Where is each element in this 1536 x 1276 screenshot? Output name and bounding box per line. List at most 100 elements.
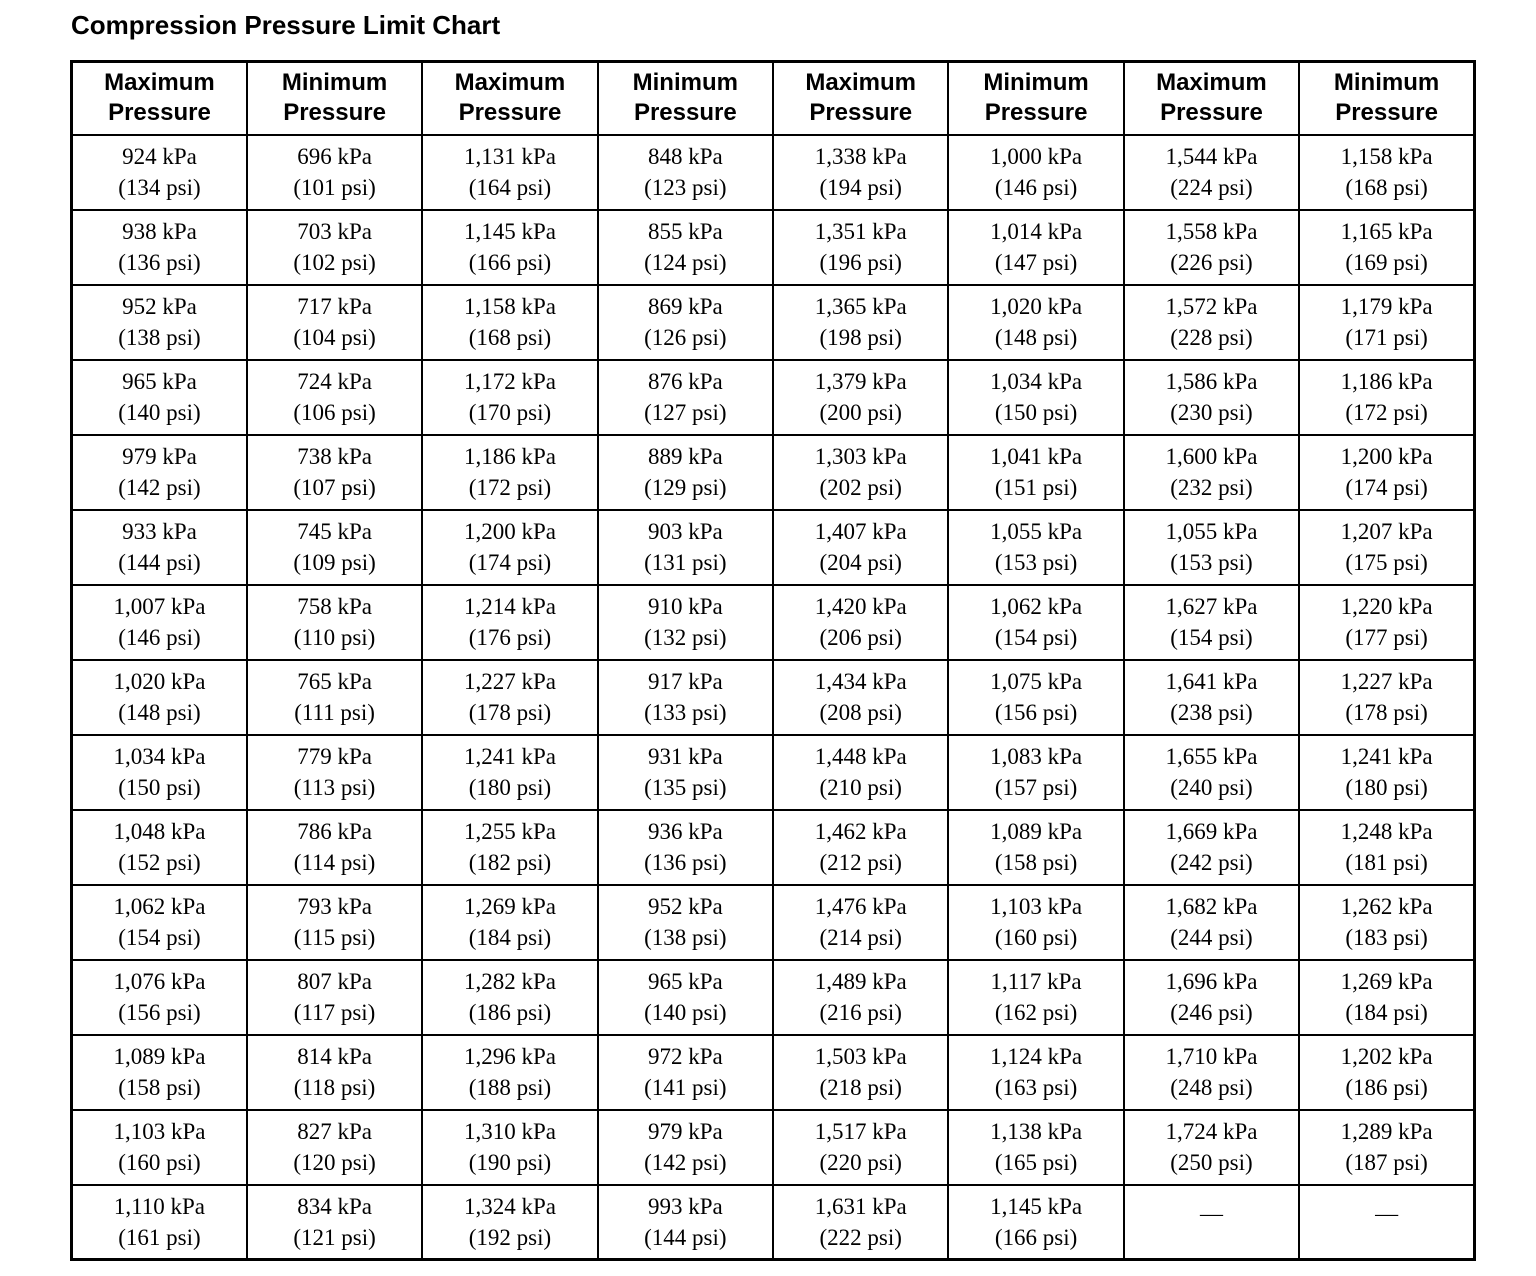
pressure-cell: 1,682 kPa (244 psi): [1122, 883, 1301, 961]
pressure-cell: 855 kPa (124 psi): [596, 208, 775, 286]
pressure-cell: —: [1298, 1183, 1476, 1261]
pressure-cell: 738 kPa (107 psi): [245, 433, 424, 511]
pressure-cell: 1,489 kPa (216 psi): [771, 958, 950, 1036]
pressure-cell: 1,202 kPa (186 psi): [1298, 1033, 1476, 1111]
pressure-cell: 1,034 kPa (150 psi): [947, 358, 1125, 436]
pressure-cell: 1,407 kPa (204 psi): [771, 508, 950, 586]
table-row: 933 kPa (144 psi) 745 kPa (109 psi) 1,200 …: [70, 508, 1476, 586]
pressure-cell: 1,124 kPa (163 psi): [947, 1033, 1125, 1111]
pressure-cell: 1,365 kPa (198 psi): [771, 283, 950, 361]
table-row: 1,048 kPa (152 psi) 786 kPa (114 psi) 1,25…: [70, 808, 1476, 886]
pressure-cell: 876 kPa (127 psi): [596, 358, 775, 436]
pressure-cell: 1,165 kPa (169 psi): [1298, 208, 1476, 286]
pressure-cell: 1,627 kPa (154 psi): [1122, 583, 1301, 661]
pressure-cell: 1,020 kPa (148 psi): [70, 658, 248, 736]
pressure-cell: 1,034 kPa (150 psi): [70, 733, 248, 811]
pressure-cell: 1,600 kPa (232 psi): [1122, 433, 1301, 511]
pressure-cell: 889 kPa (129 psi): [596, 433, 775, 511]
pressure-cell: 979 kPa (142 psi): [596, 1108, 775, 1186]
pressure-cell: 696 kPa (101 psi): [245, 133, 424, 211]
pressure-cell: 1,007 kPa (146 psi): [70, 583, 248, 661]
pressure-cell: 1,207 kPa (175 psi): [1298, 508, 1476, 586]
pressure-cell: 1,145 kPa (166 psi): [421, 208, 599, 286]
pressure-cell: 965 kPa (140 psi): [70, 358, 248, 436]
pressure-cell: 814 kPa (118 psi): [245, 1033, 424, 1111]
column-header-max-1: Maximum Pressure: [70, 60, 248, 136]
pressure-cell: 1,075 kPa (156 psi): [947, 658, 1125, 736]
pressure-cell: 1,179 kPa (171 psi): [1298, 283, 1476, 361]
pressure-cell: 917 kPa (133 psi): [596, 658, 775, 736]
pressure-cell: 1,220 kPa (177 psi): [1298, 583, 1476, 661]
pressure-cell: 903 kPa (131 psi): [596, 508, 775, 586]
pressure-cell: 1,262 kPa (183 psi): [1298, 883, 1476, 961]
pressure-cell: 993 kPa (144 psi): [596, 1183, 775, 1261]
pressure-cell: 1,138 kPa (165 psi): [947, 1108, 1125, 1186]
table-row: 952 kPa (138 psi) 717 kPa (104 psi) 1,158 …: [70, 283, 1476, 361]
pressure-cell: 807 kPa (117 psi): [245, 958, 424, 1036]
table-row: 1,103 kPa (160 psi) 827 kPa (120 psi) 1,31…: [70, 1108, 1476, 1186]
pressure-cell: 1,158 kPa (168 psi): [421, 283, 599, 361]
table-row: 1,089 kPa (158 psi) 814 kPa (118 psi) 1,29…: [70, 1033, 1476, 1111]
pressure-cell: 910 kPa (132 psi): [596, 583, 775, 661]
pressure-cell: 1,476 kPa (214 psi): [771, 883, 950, 961]
pressure-cell: 786 kPa (114 psi): [245, 808, 424, 886]
pressure-cell: 979 kPa (142 psi): [70, 433, 248, 511]
pressure-cell: 1,503 kPa (218 psi): [771, 1033, 950, 1111]
table-row: 938 kPa (136 psi) 703 kPa (102 psi) 1,145 …: [70, 208, 1476, 286]
table-header: Maximum Pressure Minimum Pressure Maximu…: [70, 60, 1476, 136]
pressure-cell: 1,248 kPa (181 psi): [1298, 808, 1476, 886]
pressure-cell: 1,338 kPa (194 psi): [771, 133, 950, 211]
pressure-cell: 1,351 kPa (196 psi): [771, 208, 950, 286]
column-header-max-3: Maximum Pressure: [771, 60, 950, 136]
pressure-cell: 1,048 kPa (152 psi): [70, 808, 248, 886]
pressure-cell: 1,200 kPa (174 psi): [421, 508, 599, 586]
pressure-cell: 717 kPa (104 psi): [245, 283, 424, 361]
pressure-cell: 779 kPa (113 psi): [245, 733, 424, 811]
pressure-cell: 1,241 kPa (180 psi): [1298, 733, 1476, 811]
compression-pressure-table: Maximum Pressure Minimum Pressure Maximu…: [70, 60, 1476, 1261]
pressure-cell: 936 kPa (136 psi): [596, 808, 775, 886]
pressure-cell: 1,014 kPa (147 psi): [947, 208, 1125, 286]
pressure-cell: 1,055 kPa (153 psi): [947, 508, 1125, 586]
pressure-cell: 793 kPa (115 psi): [245, 883, 424, 961]
pressure-cell: 1,020 kPa (148 psi): [947, 283, 1125, 361]
pressure-cell: 1,448 kPa (210 psi): [771, 733, 950, 811]
pressure-cell: 1,041 kPa (151 psi): [947, 433, 1125, 511]
pressure-cell: 1,186 kPa (172 psi): [421, 433, 599, 511]
pressure-cell: 724 kPa (106 psi): [245, 358, 424, 436]
pressure-cell: 1,310 kPa (190 psi): [421, 1108, 599, 1186]
pressure-cell: 1,131 kPa (164 psi): [421, 133, 599, 211]
column-header-max-4: Maximum Pressure: [1122, 60, 1301, 136]
pressure-cell: 1,227 kPa (178 psi): [1298, 658, 1476, 736]
pressure-cell: 931 kPa (135 psi): [596, 733, 775, 811]
pressure-cell: 834 kPa (121 psi): [245, 1183, 424, 1261]
column-header-min-3: Minimum Pressure: [947, 60, 1125, 136]
pressure-cell: 848 kPa (123 psi): [596, 133, 775, 211]
pressure-cell: 1,000 kPa (146 psi): [947, 133, 1125, 211]
pressure-cell: 745 kPa (109 psi): [245, 508, 424, 586]
pressure-cell: 965 kPa (140 psi): [596, 958, 775, 1036]
page-title: Compression Pressure Limit Chart: [71, 10, 501, 40]
column-header-max-2: Maximum Pressure: [421, 60, 599, 136]
pressure-cell: 1,269 kPa (184 psi): [421, 883, 599, 961]
pressure-cell: 1,586 kPa (230 psi): [1122, 358, 1301, 436]
table-row: 1,007 kPa (146 psi) 758 kPa (110 psi) 1,21…: [70, 583, 1476, 661]
column-header-min-2: Minimum Pressure: [596, 60, 775, 136]
pressure-cell: 1,145 kPa (166 psi): [947, 1183, 1125, 1261]
pressure-cell: 952 kPa (138 psi): [70, 283, 248, 361]
pressure-cell: 765 kPa (111 psi): [245, 658, 424, 736]
pressure-cell: 1,434 kPa (208 psi): [771, 658, 950, 736]
pressure-cell: 1,289 kPa (187 psi): [1298, 1108, 1476, 1186]
pressure-cell: 1,655 kPa (240 psi): [1122, 733, 1301, 811]
pressure-cell: 1,062 kPa (154 psi): [70, 883, 248, 961]
pressure-cell: 1,724 kPa (250 psi): [1122, 1108, 1301, 1186]
pressure-cell: 938 kPa (136 psi): [70, 208, 248, 286]
pressure-cell: 924 kPa (134 psi): [70, 133, 248, 211]
pressure-cell: 1,462 kPa (212 psi): [771, 808, 950, 886]
pressure-cell: 1,296 kPa (188 psi): [421, 1033, 599, 1111]
table-body: 924 kPa (134 psi) 696 kPa (101 psi) 1,131 …: [70, 133, 1476, 1261]
pressure-cell: 1,544 kPa (224 psi): [1122, 133, 1301, 211]
pressure-cell: 933 kPa (144 psi): [70, 508, 248, 586]
pressure-cell: 869 kPa (126 psi): [596, 283, 775, 361]
